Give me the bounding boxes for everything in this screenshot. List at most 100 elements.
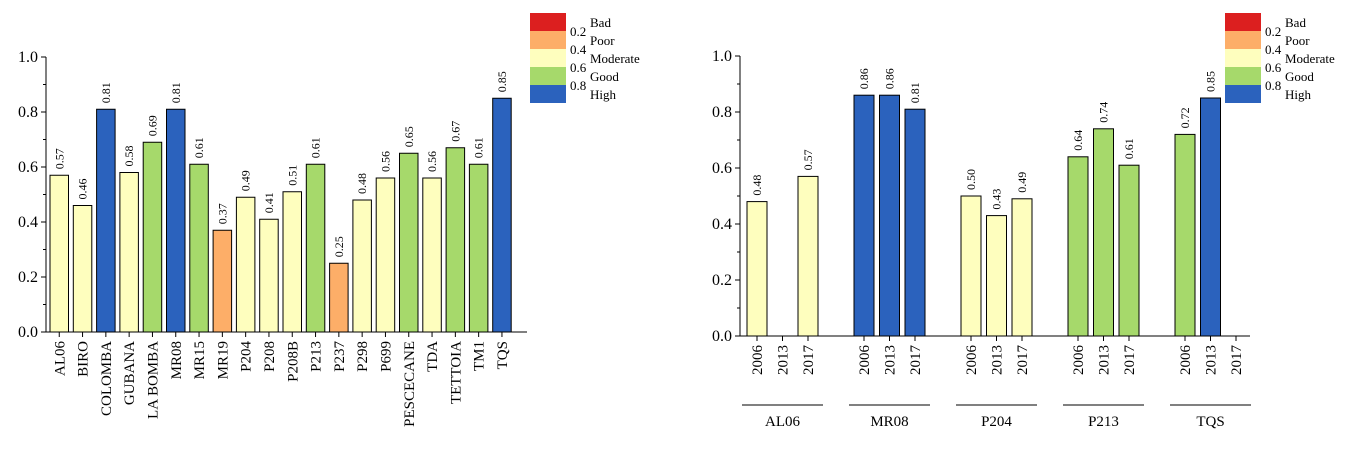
- bar-mr19: [212, 229, 233, 333]
- bar-mr08-2017: [904, 108, 926, 337]
- legend-swatch-moderate: [1225, 49, 1261, 67]
- bar-value-label: 0.48: [355, 173, 369, 194]
- bar-value-label: 0.74: [1097, 102, 1111, 123]
- x-year-label: 2006: [857, 345, 873, 376]
- x-year-label: 2006: [964, 345, 980, 376]
- group-label: P213: [1088, 414, 1119, 430]
- legend-scale-tick: 0.8: [1265, 78, 1281, 93]
- bar-value-label: 0.85: [1204, 71, 1218, 92]
- group-label: P204: [981, 414, 1012, 430]
- bar-p204-2013: [986, 215, 1007, 337]
- x-category-label: LA BOMBA: [145, 341, 161, 419]
- bar-value-label: 0.25: [332, 236, 346, 257]
- chart-stations: 0.0 0.2 0.4 0.6 0.8 1.0 0.57 AL06 0.46 BIRO 0.81 CO…: [18, 13, 640, 427]
- x-year-label: 2013: [990, 345, 1006, 375]
- bar-la-bomba: [142, 141, 163, 333]
- legend-label-good: Good: [590, 69, 619, 84]
- bar-value-label: 0.61: [192, 137, 206, 158]
- bar-value-label: 0.69: [145, 115, 159, 136]
- x-category-label: TETTOIA: [448, 341, 464, 404]
- x-year-label: 2017: [908, 345, 924, 376]
- legend-label-high: High: [590, 87, 617, 102]
- bar-tqs-2006: [1174, 133, 1196, 337]
- x-category-label: MR15: [192, 341, 208, 379]
- bar-value-label: 0.51: [285, 165, 299, 186]
- x-category-label: P208: [262, 341, 278, 372]
- bar-tda: [422, 177, 442, 333]
- legend-swatch-moderate: [530, 49, 566, 67]
- group-label: TQS: [1196, 414, 1224, 430]
- x-category-label: AL06: [52, 341, 68, 376]
- x-year-label: 2006: [1178, 345, 1194, 376]
- legend-swatch-poor: [530, 31, 566, 49]
- bar-value-label: 0.49: [1015, 172, 1029, 193]
- legend-scale-tick: 0.2: [1265, 24, 1281, 39]
- bar-pescecane: [399, 152, 419, 333]
- bar-value-label: 0.56: [378, 151, 392, 172]
- legend-label-good: Good: [1285, 69, 1314, 84]
- bar-value-label: 0.85: [495, 71, 509, 92]
- y-tick-label: 0.6: [18, 159, 38, 176]
- legend-label-moderate: Moderate: [1285, 51, 1335, 66]
- bar-al06-2017: [797, 175, 819, 337]
- bar-al06-2006: [746, 201, 768, 337]
- y-tick-label: 0.8: [18, 104, 38, 121]
- y-tick-label: 0.6: [712, 160, 732, 177]
- legend-swatch-high: [1225, 85, 1261, 103]
- bar-value-label: 0.81: [169, 82, 183, 103]
- bar-p208: [259, 218, 279, 333]
- x-category-label: MR08: [169, 341, 185, 379]
- bar-value-label: 0.49: [239, 170, 253, 191]
- legend-label-poor: Poor: [590, 33, 615, 48]
- legend-scale-tick: 0.4: [570, 42, 587, 57]
- x-category-label: TQS: [495, 341, 511, 369]
- bar-value-label: 0.67: [448, 121, 462, 142]
- legend-scale-tick: 0.2: [570, 24, 586, 39]
- x-category-label: P208B: [285, 341, 301, 382]
- bar-colomba: [96, 108, 116, 333]
- bar-p213-2006: [1067, 156, 1089, 337]
- bar-value-label: 0.61: [472, 137, 486, 158]
- x-year-label: 2017: [801, 345, 817, 376]
- legend-swatch-bad: [530, 13, 566, 31]
- bar-value-label: 0.43: [990, 189, 1004, 210]
- legend-scale-tick: 0.8: [570, 78, 586, 93]
- x-category-label: MR19: [215, 341, 231, 379]
- y-tick-label: 0.2: [712, 272, 732, 289]
- bar-value-label: 0.46: [76, 179, 90, 200]
- bar-tettoia: [445, 147, 466, 333]
- y-tick-label: 0.0: [18, 324, 38, 341]
- bar-value-label: 0.81: [99, 82, 113, 103]
- bar-value-label: 0.81: [908, 82, 922, 103]
- group-label: AL06: [765, 414, 800, 430]
- legend-swatch-poor: [1225, 31, 1261, 49]
- x-year-label: 2017: [1015, 345, 1031, 376]
- bar-value-label: 0.56: [425, 151, 439, 172]
- legend-label-bad: Bad: [590, 15, 611, 30]
- y-tick-label: 0.2: [18, 269, 38, 286]
- bar-al06: [49, 174, 69, 333]
- bar-p699: [375, 177, 396, 333]
- bar-value-label: 0.86: [857, 68, 871, 89]
- bar-mr08-2006: [853, 94, 875, 337]
- legend-swatch-high: [530, 85, 566, 103]
- bar-p204-2017: [1011, 198, 1033, 337]
- x-category-label: GUBANA: [122, 341, 138, 405]
- bar-value-label: 0.50: [964, 169, 978, 190]
- x-year-label: 2013: [883, 345, 899, 375]
- x-year-label: 2017: [1229, 345, 1245, 376]
- legend-label-high: High: [1285, 87, 1312, 102]
- x-year-label: 2017: [1122, 345, 1138, 376]
- x-year-label: 2006: [1071, 345, 1087, 376]
- x-category-label: BIRO: [76, 341, 92, 377]
- bar-value-label: 0.48: [750, 175, 764, 196]
- bar-value-label: 0.86: [883, 68, 897, 89]
- bar-mr15: [189, 163, 209, 333]
- bar-biro: [72, 205, 93, 333]
- x-year-label: 2013: [776, 345, 792, 375]
- bar-value-label: 0.64: [1071, 130, 1085, 151]
- x-category-label: P213: [309, 341, 325, 372]
- bar-tm1: [468, 163, 489, 333]
- bar-p213-2017: [1118, 164, 1140, 337]
